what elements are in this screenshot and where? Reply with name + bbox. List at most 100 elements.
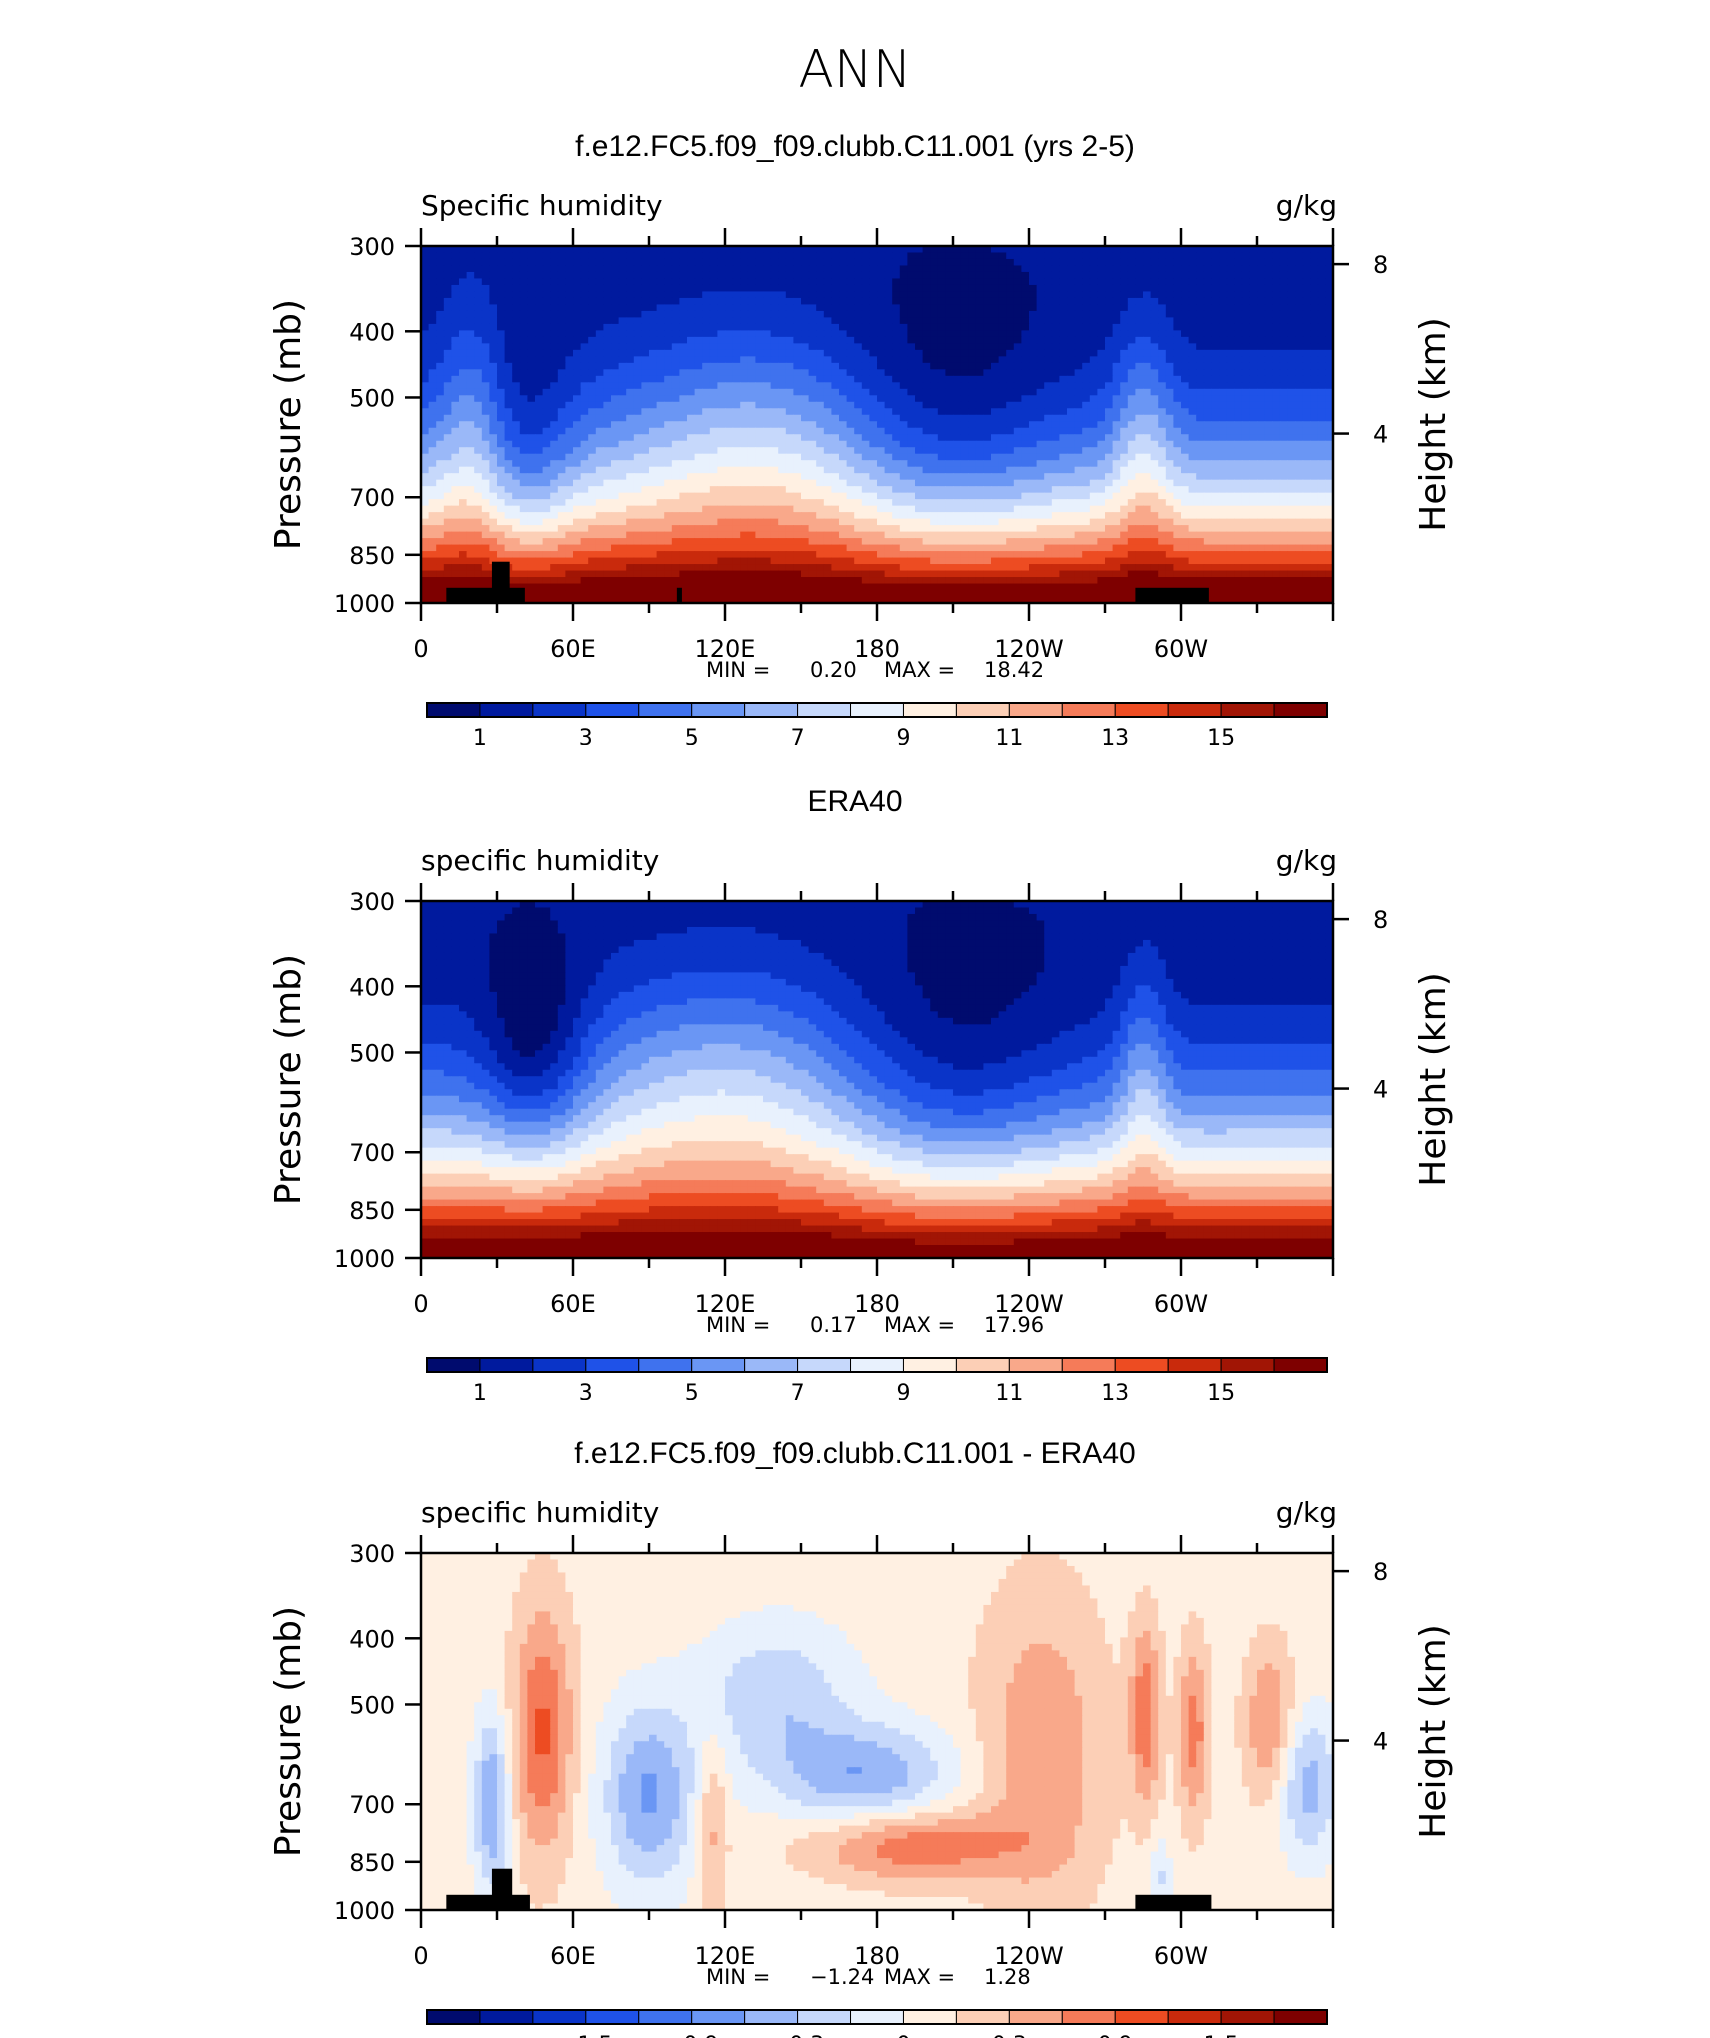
contour-cell bbox=[861, 512, 870, 520]
contour-cell bbox=[443, 505, 452, 513]
contour-cell bbox=[694, 271, 703, 280]
contour-cell bbox=[816, 323, 825, 331]
contour-cell bbox=[664, 336, 673, 344]
contour-cell bbox=[816, 473, 825, 481]
contour-cell bbox=[603, 486, 612, 494]
contour-cell bbox=[1082, 499, 1091, 507]
contour-cell bbox=[717, 362, 726, 370]
contour-cell bbox=[869, 505, 878, 513]
contour-cell bbox=[1165, 434, 1174, 442]
contour-cell bbox=[1257, 382, 1266, 390]
contour-cell bbox=[983, 473, 992, 481]
contour-cell bbox=[709, 278, 718, 286]
contour-cell bbox=[1272, 265, 1281, 273]
contour-cell bbox=[968, 369, 977, 377]
contour-cell bbox=[945, 479, 954, 487]
contour-cell bbox=[922, 434, 931, 442]
contour-cell bbox=[1310, 382, 1319, 390]
contour-cell bbox=[1249, 505, 1258, 513]
contour-cell bbox=[1036, 330, 1045, 338]
contour-cell bbox=[725, 278, 734, 286]
contour-cell bbox=[1105, 505, 1114, 513]
contour-cell bbox=[1127, 492, 1136, 500]
contour-cell bbox=[626, 395, 635, 403]
contour-cell bbox=[1196, 310, 1205, 318]
contour-cell bbox=[649, 265, 658, 273]
contour-cell bbox=[907, 499, 916, 507]
contour-cell bbox=[664, 252, 673, 260]
contour-cell bbox=[535, 246, 544, 254]
contour-cell bbox=[466, 421, 475, 429]
contour-cell bbox=[580, 304, 589, 312]
contour-cell bbox=[1188, 362, 1197, 370]
contour-cell bbox=[481, 421, 490, 429]
contour-cell bbox=[1105, 330, 1114, 338]
contour-cell bbox=[1287, 343, 1296, 351]
contour-cell bbox=[421, 486, 430, 494]
contour-cell bbox=[1013, 252, 1022, 260]
contour-cell bbox=[725, 323, 734, 331]
contour-cell bbox=[1044, 382, 1053, 390]
contour-cell bbox=[1013, 473, 1022, 481]
contour-cell bbox=[671, 408, 680, 416]
contour-cell bbox=[633, 388, 642, 396]
contour-cell bbox=[785, 369, 794, 377]
contour-cell bbox=[451, 466, 460, 474]
contour-cell bbox=[664, 382, 673, 390]
contour-cell bbox=[535, 479, 544, 487]
contour-cell bbox=[1044, 414, 1053, 422]
contour-cell bbox=[1295, 252, 1304, 260]
contour-cell bbox=[542, 278, 551, 286]
contour-cell bbox=[1036, 434, 1045, 442]
contour-cell bbox=[877, 401, 886, 409]
contour-cell bbox=[1173, 486, 1182, 494]
contour-cell bbox=[1021, 310, 1030, 318]
contour-cell bbox=[1249, 304, 1258, 312]
contour-cell bbox=[732, 447, 741, 455]
contour-cell bbox=[930, 356, 939, 364]
contour-cell bbox=[725, 382, 734, 390]
contour-cell bbox=[983, 401, 992, 409]
contour-cell bbox=[519, 356, 528, 364]
contour-cell bbox=[998, 362, 1007, 370]
contour-cell bbox=[1029, 304, 1038, 312]
contour-cell bbox=[1165, 427, 1174, 435]
contour-cell bbox=[785, 440, 794, 448]
contour-cell bbox=[1196, 304, 1205, 312]
contour-cell bbox=[671, 473, 680, 481]
contour-cell bbox=[573, 362, 582, 370]
contour-cell bbox=[823, 349, 832, 357]
contour-cell bbox=[740, 401, 749, 409]
contour-cell bbox=[1059, 284, 1068, 293]
contour-cell bbox=[915, 369, 924, 377]
contour-cell bbox=[968, 265, 977, 273]
contour-cell bbox=[459, 349, 468, 357]
contour-cell bbox=[466, 382, 475, 390]
contour-cell bbox=[1158, 460, 1167, 468]
contour-cell bbox=[1325, 258, 1334, 267]
contour-cell bbox=[588, 265, 597, 273]
contour-cell bbox=[763, 401, 772, 409]
contour-cell bbox=[1135, 479, 1144, 487]
contour-cell bbox=[998, 375, 1007, 383]
contour-cell bbox=[763, 375, 772, 383]
contour-cell bbox=[671, 330, 680, 338]
contour-cell bbox=[1051, 362, 1060, 370]
contour-cell bbox=[679, 258, 688, 267]
contour-cell bbox=[1196, 265, 1205, 273]
contour-cell bbox=[459, 499, 468, 507]
contour-cell bbox=[1302, 427, 1311, 435]
contour-cell bbox=[899, 297, 908, 306]
contour-cell bbox=[542, 310, 551, 318]
contour-cell bbox=[649, 473, 658, 481]
contour-cell bbox=[1211, 323, 1220, 331]
contour-cell bbox=[930, 427, 939, 435]
contour-cell bbox=[1105, 427, 1114, 435]
contour-cell bbox=[869, 265, 878, 273]
contour-cell bbox=[466, 330, 475, 338]
contour-cell bbox=[975, 447, 984, 455]
contour-cell bbox=[763, 278, 772, 286]
contour-cell bbox=[497, 252, 506, 260]
contour-cell bbox=[504, 408, 513, 416]
contour-cell bbox=[975, 440, 984, 448]
